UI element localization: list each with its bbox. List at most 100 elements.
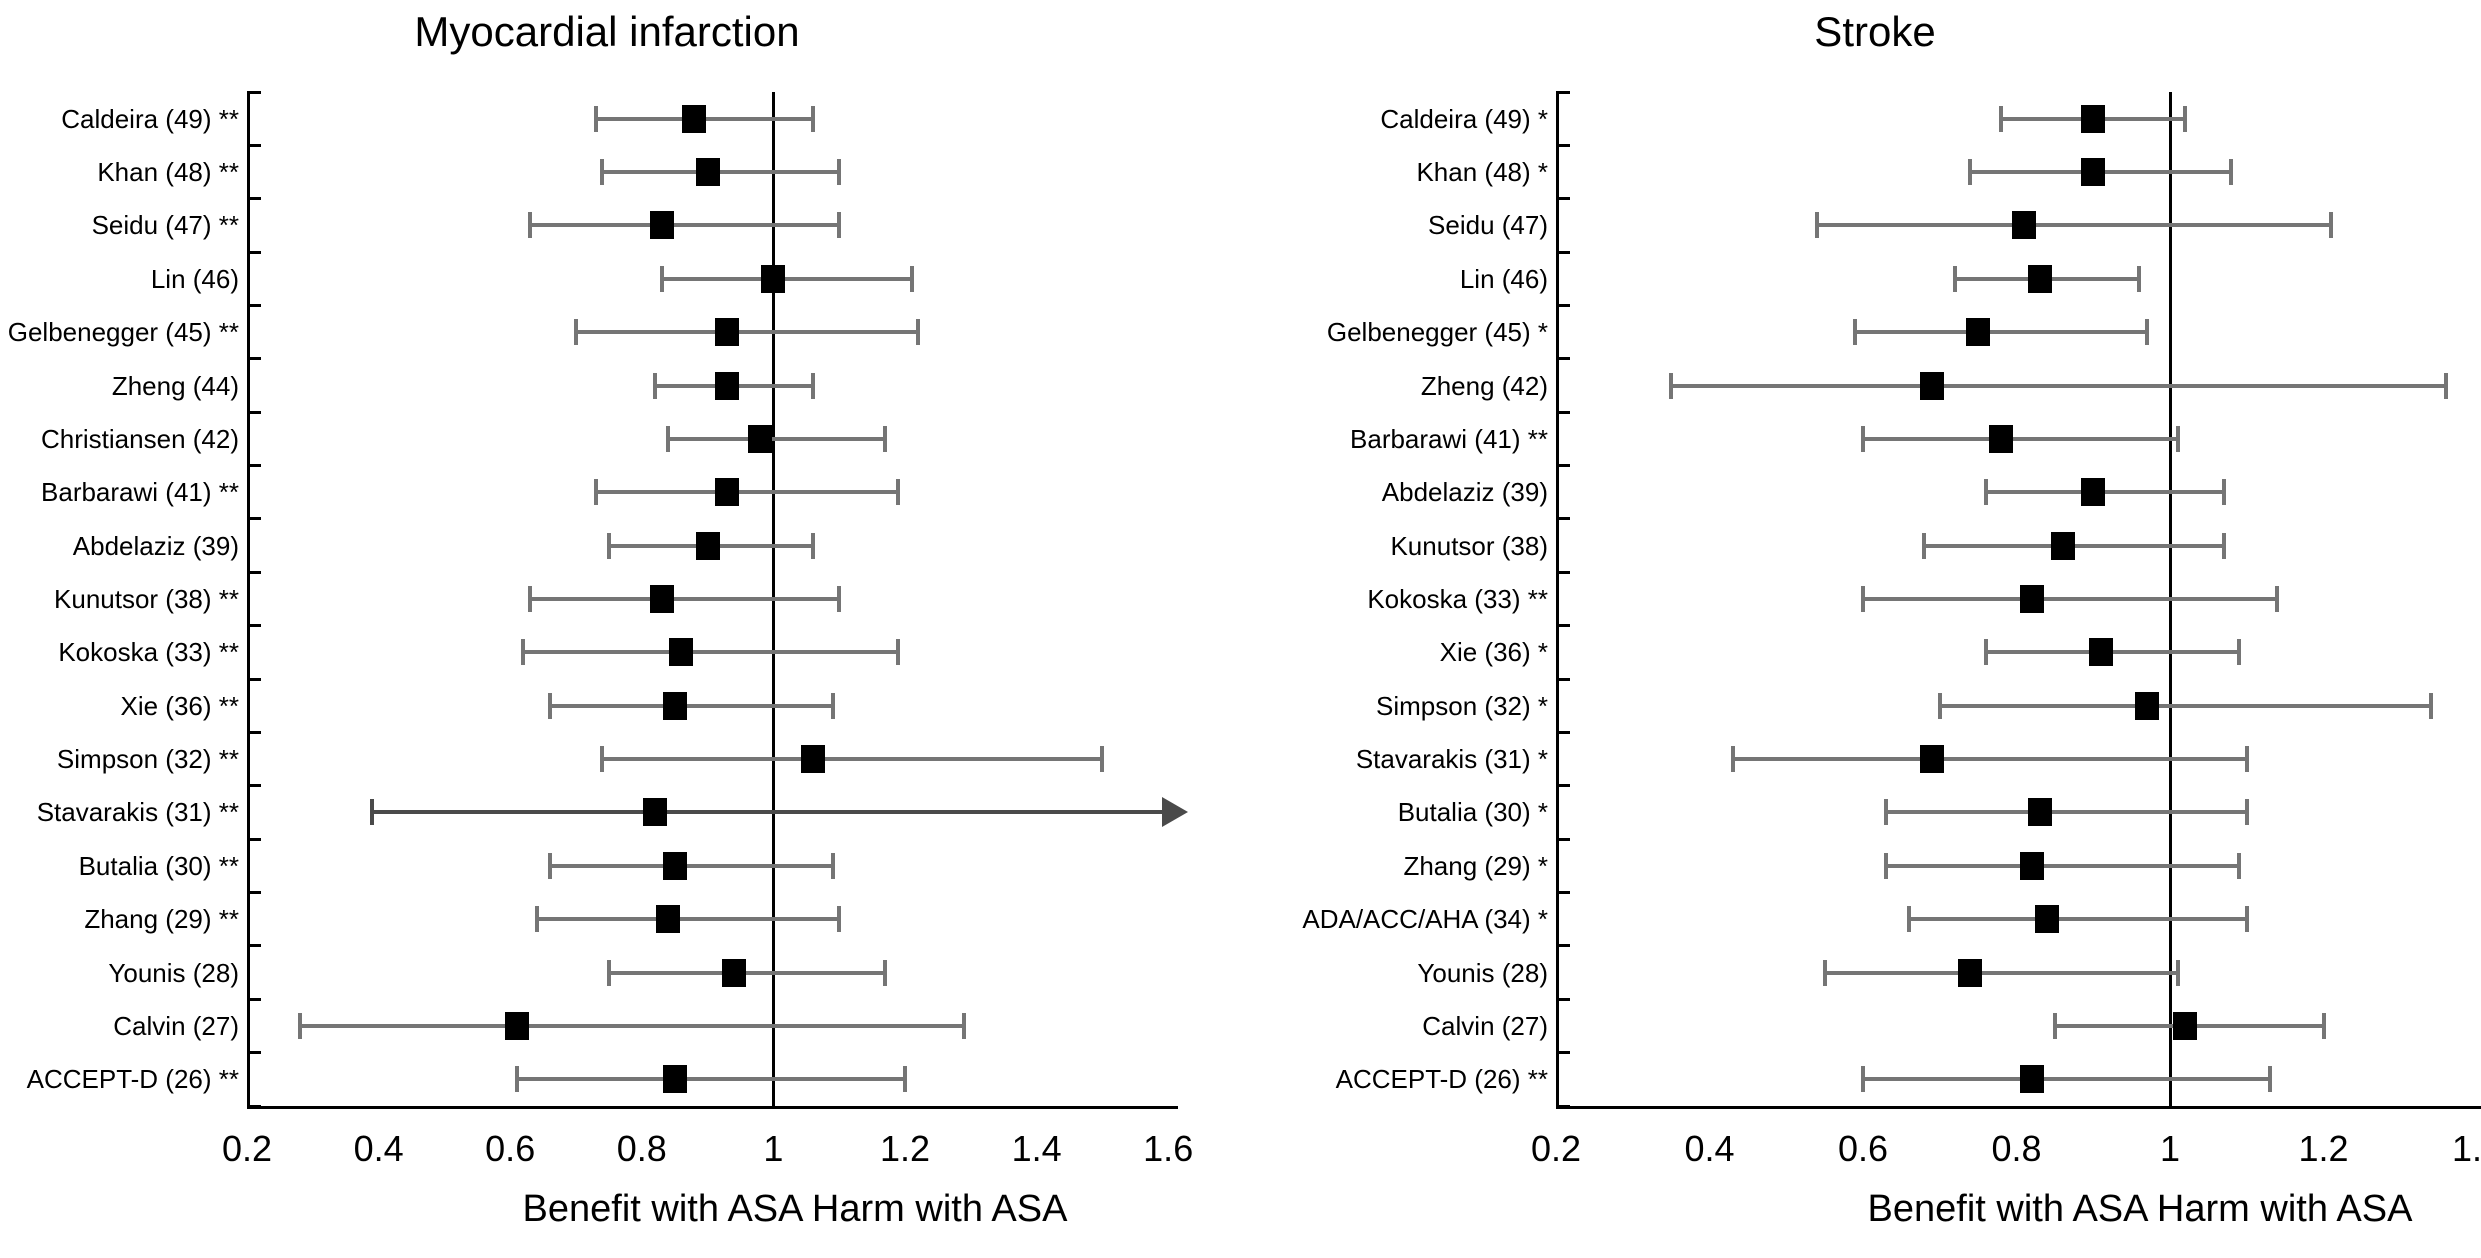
study-label: Younis (28) <box>1417 957 1548 988</box>
y-axis-tick <box>247 784 261 788</box>
y-axis-tick <box>1556 677 1570 681</box>
ci-cap-low <box>659 265 664 292</box>
y-axis-tick <box>1556 1051 1570 1055</box>
ci-line <box>549 703 833 708</box>
ci-cap-low <box>606 959 611 986</box>
study-label: Gelbenegger (45) * <box>1326 317 1548 348</box>
estimate-box <box>662 1065 687 1094</box>
study-label: Kunutsor (38) ** <box>54 584 239 614</box>
ci-cap-low <box>547 852 552 879</box>
estimate-box <box>2019 1065 2044 1094</box>
ci-line <box>372 810 1167 815</box>
x-tick-label: 1.4 <box>1011 1128 1062 1169</box>
estimate-box <box>669 638 694 667</box>
x-tick-label: 0.8 <box>616 1128 667 1169</box>
ci-cap-high <box>1100 746 1105 773</box>
ci-cap-low <box>2052 1012 2057 1039</box>
y-axis-tick <box>1556 143 1570 147</box>
y-axis-tick <box>1556 1104 1570 1108</box>
ci-cap-high <box>2144 319 2149 346</box>
estimate-box <box>2081 104 2106 133</box>
x-tick-label: 1.2 <box>879 1128 931 1169</box>
ci-line <box>1732 757 2247 762</box>
ci-line <box>1886 810 2247 815</box>
estimate-box <box>662 851 687 880</box>
ci-cap-low <box>521 639 526 666</box>
y-axis-tick <box>247 143 261 147</box>
estimate-box <box>1989 424 2014 453</box>
study-label: ACCEPT-D (26) ** <box>26 1064 239 1095</box>
y-axis-tick <box>247 90 261 94</box>
y-axis-tick <box>1556 944 1570 948</box>
ci-cap-low <box>1983 479 1988 506</box>
y-axis-tick <box>1556 624 1570 628</box>
y-axis-tick <box>247 624 261 628</box>
y-axis-tick <box>247 944 261 948</box>
ci-cap-high <box>837 159 842 186</box>
ci-cap-high <box>916 319 921 346</box>
ci-cap-low <box>652 372 657 399</box>
y-axis-tick <box>247 1051 261 1055</box>
y-axis-tick <box>247 730 261 734</box>
ci-cap-high <box>883 425 888 452</box>
study-label: Gelbenegger (45) ** <box>7 317 239 348</box>
study-label: Simpson (32) ** <box>56 744 239 775</box>
ci-line <box>529 597 840 601</box>
study-label: Stavarakis (31) * <box>1355 744 1548 775</box>
ci-cap-high <box>2237 852 2242 879</box>
x-tick-label: 0.4 <box>353 1128 404 1169</box>
ci-line <box>529 223 840 228</box>
ci-cap-high <box>2237 639 2242 666</box>
ci-cap-high <box>2275 586 2280 612</box>
ci-cap-high <box>830 692 835 719</box>
ci-cap-low <box>600 159 605 186</box>
estimate-box <box>1966 318 1991 347</box>
ci-cap-low <box>1884 852 1889 879</box>
ci-cap-low <box>1953 265 1958 292</box>
ci-line <box>608 970 886 975</box>
panel-title: Myocardial infarction <box>414 8 800 55</box>
study-label: Zheng (42) <box>1420 370 1548 401</box>
ci-line <box>516 1077 905 1082</box>
study-label: Zheng (44) <box>111 370 239 401</box>
ci-cap-low <box>1999 105 2004 132</box>
y-axis-tick <box>247 464 261 468</box>
study-label: Barbarawi (41) ** <box>41 477 239 508</box>
ci-cap-high <box>2221 532 2226 559</box>
x-tick-label: 0.6 <box>1837 1128 1889 1169</box>
estimate-box <box>642 798 667 827</box>
ci-cap-high <box>909 265 914 292</box>
y-axis-tick <box>247 837 261 841</box>
y-axis-tick <box>247 1104 261 1108</box>
study-label: Caldeira (49) ** <box>61 103 239 134</box>
estimate-box <box>2173 1011 2198 1040</box>
ci-line <box>536 917 840 922</box>
ci-line <box>1886 863 2240 868</box>
ci-line <box>523 650 899 655</box>
y-axis-tick <box>247 997 261 1001</box>
x-axis-line <box>247 1106 1179 1109</box>
ci-cap-high <box>837 586 842 612</box>
ci-line <box>1671 383 2447 388</box>
estimate-box <box>682 104 707 133</box>
ci-cap-low <box>1822 959 1827 986</box>
y-axis-tick <box>1556 357 1570 361</box>
study-label: Barbarawi (41) ** <box>1350 423 1548 454</box>
x-tick-label: 0.4 <box>1684 1128 1735 1169</box>
estimate-box <box>2027 798 2052 827</box>
y-axis-tick <box>247 357 261 361</box>
study-label: Caldeira (49) * <box>1380 103 1548 134</box>
ci-line <box>1939 703 2431 708</box>
estimate-box <box>2081 478 2106 507</box>
estimate-box <box>748 424 773 453</box>
study-label: Lin (46) <box>150 263 239 294</box>
study-label: Christiansen (42) <box>41 423 239 454</box>
ci-cap-high <box>2229 159 2234 186</box>
ci-line <box>576 330 919 335</box>
ci-cap-low <box>600 746 605 773</box>
ci-cap-low <box>527 586 532 612</box>
x-axis-caption: Benefit with ASA Harm with ASA <box>522 1188 1068 1230</box>
study-label: ACCEPT-D (26) ** <box>1335 1064 1548 1095</box>
